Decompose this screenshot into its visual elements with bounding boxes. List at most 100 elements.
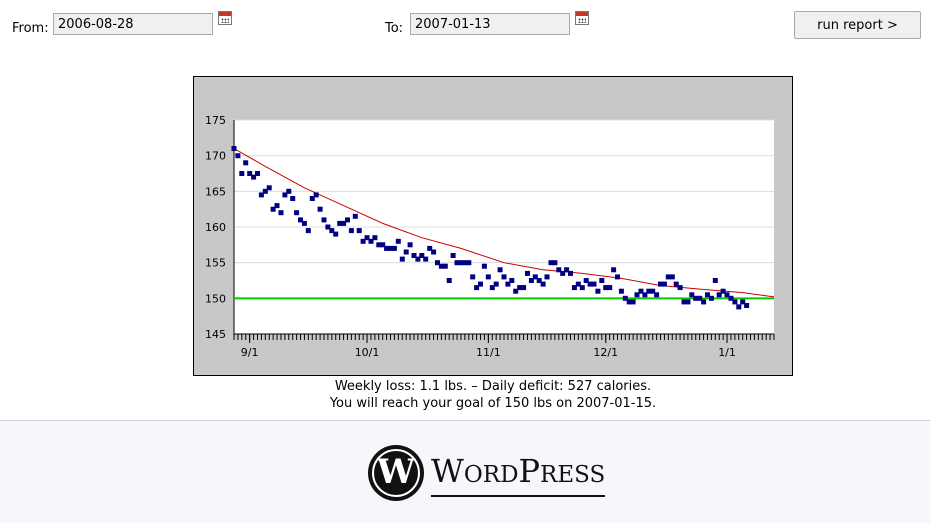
weight-point (442, 263, 448, 269)
wordpress-logo-icon[interactable]: W (368, 445, 424, 501)
weight-point (364, 235, 370, 241)
weight-point (591, 281, 597, 287)
y-tick-label: 175 (205, 114, 226, 127)
weight-point (395, 238, 401, 244)
weight-point (716, 292, 722, 298)
weight-point (356, 228, 362, 234)
weight-point (634, 292, 640, 298)
weight-point (689, 292, 695, 298)
footer-divider (0, 420, 930, 421)
weight-point (720, 288, 726, 294)
weight-point (309, 196, 315, 201)
weight-point (728, 295, 734, 301)
weight-point (740, 299, 746, 305)
weight-point (278, 210, 284, 216)
to-calendar-icon[interactable] (575, 11, 589, 25)
weight-point (513, 288, 519, 294)
weight-point (521, 285, 527, 291)
weight-point (415, 256, 421, 262)
footer (0, 421, 930, 523)
weight-point (478, 281, 483, 287)
weight-point (654, 292, 660, 298)
weight-point (579, 285, 585, 291)
weight-point (380, 242, 386, 248)
x-tick-label: 9/1 (241, 346, 259, 359)
weight-point (243, 160, 249, 166)
weight-point (462, 260, 468, 266)
weight-point (587, 281, 593, 287)
weight-point (497, 267, 503, 273)
weight-point (298, 217, 303, 223)
y-tick-label: 155 (205, 257, 226, 270)
weight-point (525, 270, 530, 276)
weight-point (732, 299, 738, 305)
weight-point (658, 281, 663, 287)
weight-point (372, 235, 378, 241)
weight-point (337, 220, 343, 226)
weight-point (258, 192, 264, 198)
y-tick-label: 150 (205, 292, 226, 305)
weight-point (693, 295, 699, 301)
weight-point (403, 249, 409, 255)
weight-point (607, 285, 613, 291)
weight-point (481, 263, 487, 269)
weight-point (235, 153, 241, 159)
logo-letter: W (376, 452, 416, 492)
weight-point (712, 278, 718, 283)
weight-point (399, 256, 405, 262)
weight-point (489, 285, 495, 291)
weight-point (642, 292, 648, 298)
weight-point (705, 292, 710, 298)
weight-point (239, 171, 245, 176)
x-tick-label: 10/1 (355, 346, 380, 359)
weekly-loss-summary: Weekly loss: 1.1 lbs. – Daily deficit: 5… (334, 379, 652, 394)
weight-point (665, 274, 671, 280)
weight-point (611, 267, 617, 273)
weight-point (681, 299, 687, 305)
y-tick-label: 165 (205, 185, 226, 198)
weight-point (552, 260, 558, 266)
weight-point (540, 281, 546, 287)
weight-point (247, 171, 253, 176)
weight-point (595, 288, 601, 294)
weight-point (423, 256, 429, 262)
weight-point (348, 228, 354, 234)
weight-point (274, 203, 280, 209)
weight-point (603, 285, 609, 291)
goal-date-summary: You will reach your goal of 150 lbs on 2… (329, 396, 657, 411)
weight-point (697, 295, 703, 301)
weight-point (325, 224, 331, 230)
weight-point (341, 220, 347, 226)
weight-chart: 175 170 165 160 155 150 145 9/1 10/1 11/1 12/1 1/1 (205, 114, 775, 359)
weight-point (431, 249, 437, 255)
from-calendar-icon[interactable] (218, 11, 232, 25)
weight-point (650, 288, 656, 294)
weight-point (407, 242, 413, 248)
weight-point (286, 188, 292, 194)
to-date-input[interactable] (410, 13, 570, 35)
weight-point (368, 238, 374, 244)
wordmark-w: W (431, 452, 464, 490)
y-tick-label: 170 (205, 150, 226, 163)
weight-point (701, 299, 707, 305)
weight-point (564, 267, 570, 273)
weight-point (630, 299, 636, 305)
weight-point (685, 299, 691, 305)
weight-point (360, 238, 366, 244)
weight-point (501, 274, 507, 280)
weight-point (329, 228, 335, 234)
weight-point (646, 288, 652, 294)
weight-point (294, 210, 300, 216)
weight-point (450, 253, 456, 258)
weight-point (509, 278, 515, 283)
weight-point (638, 288, 644, 294)
wordmark-ress: RESS (540, 462, 606, 488)
weight-point (262, 188, 268, 194)
y-tick-label: 160 (205, 221, 226, 234)
from-label: From: (12, 21, 49, 36)
wordpress-wordmark[interactable]: WORDPRESS (431, 452, 606, 497)
run-report-button[interactable]: run report > (794, 11, 921, 39)
weight-point (532, 274, 538, 280)
from-date-input[interactable] (53, 13, 213, 35)
weight-point (255, 171, 260, 176)
